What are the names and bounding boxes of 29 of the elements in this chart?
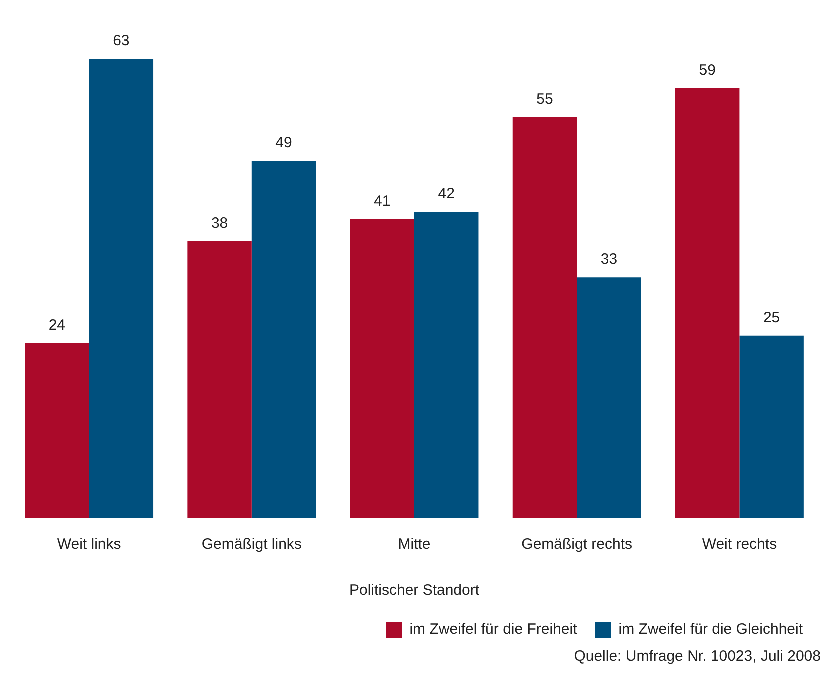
bar	[414, 212, 479, 518]
x-tick-label: Mitte	[398, 536, 431, 554]
x-tick-label: Gemäßigt rechts	[522, 536, 633, 554]
bar	[188, 241, 252, 518]
bar	[675, 88, 740, 518]
data-label: 33	[600, 251, 618, 268]
data-label: 42	[438, 186, 455, 203]
legend-label: im Zweifel für die Freiheit	[410, 621, 578, 638]
data-label: 38	[211, 214, 228, 232]
bar	[512, 117, 578, 518]
x-tick-label: Weit links	[57, 536, 122, 554]
data-label: 49	[276, 134, 292, 152]
bar	[252, 161, 316, 518]
data-label: 25	[763, 310, 780, 326]
data-label: 63	[113, 32, 130, 50]
data-label: 24	[48, 316, 66, 334]
bar	[89, 59, 154, 518]
x-tick-label: Weit rechts	[702, 536, 778, 554]
bar	[350, 219, 414, 518]
data-label: 59	[699, 62, 716, 79]
legend-label: im Zweifel für die Gleichheit	[618, 621, 804, 638]
bar	[577, 278, 642, 518]
source-note: Quelle: Umfrage Nr. 10023, Juli 2008	[573, 648, 821, 665]
x-axis-title: Politischer Standort	[349, 582, 480, 600]
bar	[25, 343, 90, 518]
x-tick-label: Gemäßigt links	[202, 536, 302, 554]
bar	[740, 336, 804, 518]
data-label: 41	[374, 192, 391, 210]
data-label: 55	[536, 90, 554, 108]
